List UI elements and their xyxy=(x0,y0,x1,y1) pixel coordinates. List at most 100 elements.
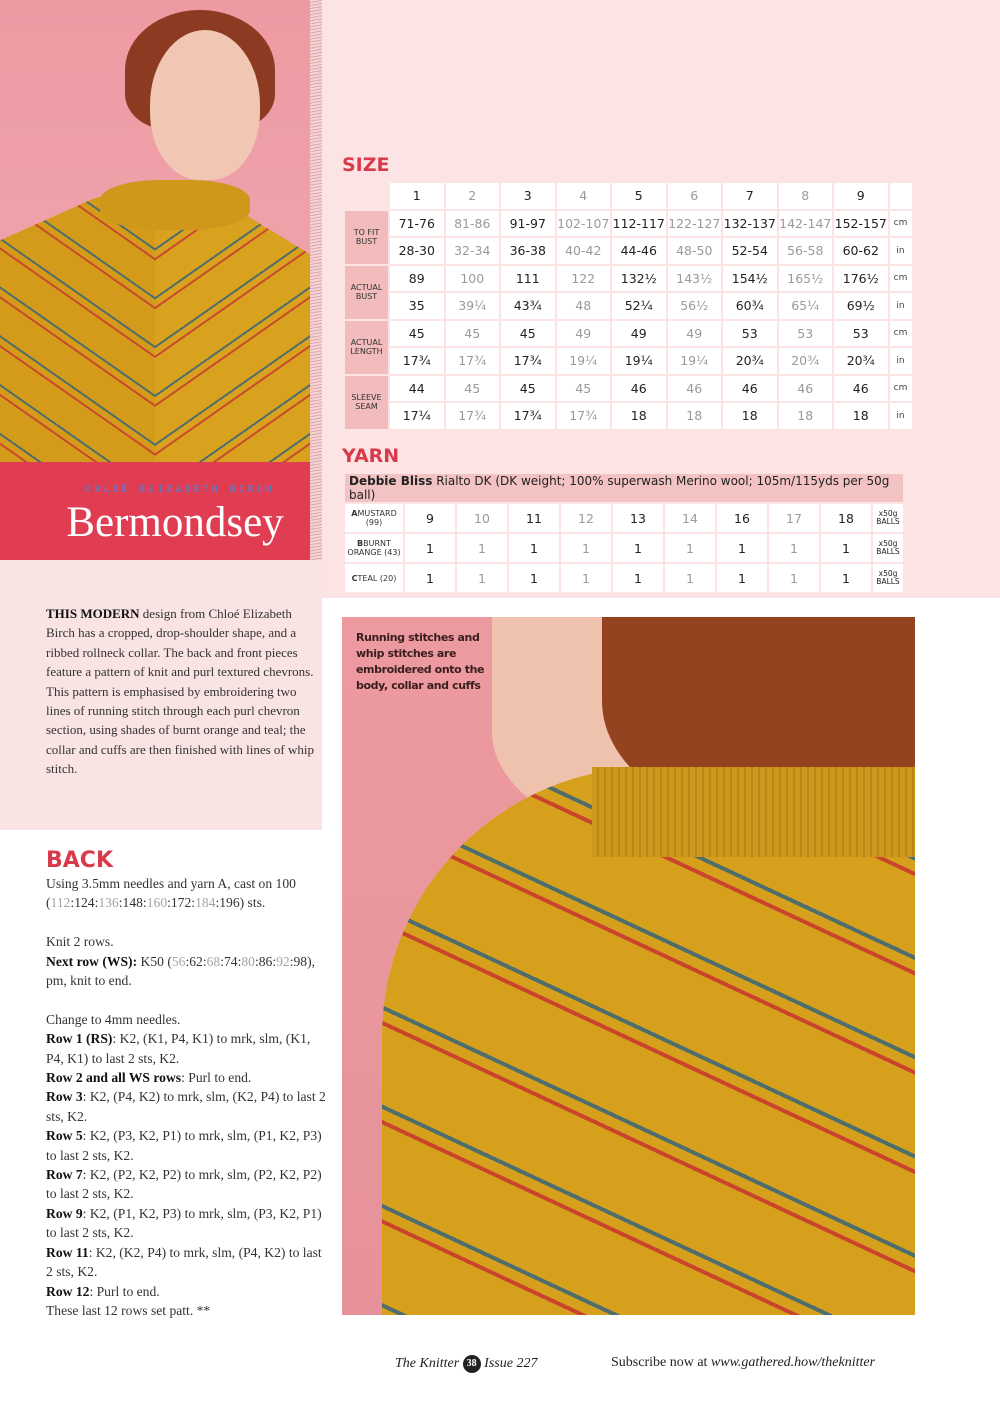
measurement-label: ACTUAL BUST xyxy=(345,265,388,319)
size-value: 36-38 xyxy=(501,238,555,264)
size-value: 45 xyxy=(445,375,499,401)
size-value: 45 xyxy=(501,320,555,346)
measurement-label: SLEEVE SEAM xyxy=(345,375,388,429)
yarn-description: Debbie Bliss Rialto DK (DK weight; 100% … xyxy=(345,474,903,502)
size-value: 52-54 xyxy=(723,238,777,264)
footer-subscribe: Subscribe now at www.gathered.how/thekni… xyxy=(611,1355,875,1371)
size-value: 28-30 xyxy=(390,238,444,264)
instruction-text: : K2, (P1, K2, P3) to mrk, slm, (P3, K2,… xyxy=(46,1205,322,1241)
magazine-name: The Knitter xyxy=(395,1356,460,1372)
size-value: 20¾ xyxy=(834,348,888,374)
instruction-text: 92 xyxy=(276,953,290,969)
instruction-text: : K2, (P4, K2) to mrk, slm, (K2, P4) to … xyxy=(46,1089,326,1124)
size-number: 9 xyxy=(834,183,888,209)
instruction-text: : K2, (K1, P4, K1) to mrk, slm, (K1, P4,… xyxy=(46,1031,311,1066)
stitched-edge-decoration xyxy=(310,0,322,560)
size-value: 20¾ xyxy=(723,348,777,374)
subscribe-text: Subscribe now at xyxy=(611,1355,711,1370)
unit-label: in xyxy=(889,348,912,374)
model-photo xyxy=(0,0,310,462)
size-value: 60-62 xyxy=(834,238,888,264)
yarn-quantity: 10 xyxy=(457,504,507,532)
instruction-text: :86: xyxy=(254,953,277,969)
yarn-table: Debbie Bliss Rialto DK (DK weight; 100% … xyxy=(343,472,905,594)
size-value: 46 xyxy=(834,375,888,401)
size-value: 122-127 xyxy=(667,210,721,236)
size-value: 69½ xyxy=(834,293,888,319)
size-value: 39¼ xyxy=(445,293,499,319)
size-value: 45 xyxy=(445,320,499,346)
instruction-text: 112 xyxy=(50,895,71,911)
size-value: 17¾ xyxy=(501,348,555,374)
yarn-header-row: Debbie Bliss Rialto DK (DK weight; 100% … xyxy=(345,474,903,502)
size-value: 17¼ xyxy=(390,403,444,429)
size-value: 48 xyxy=(556,293,610,319)
size-value: 165½ xyxy=(778,265,832,291)
size-value: 111 xyxy=(501,265,555,291)
sweater-detail-photo xyxy=(342,617,915,1315)
instruction-text: :172: xyxy=(167,895,196,911)
instruction-text: Row 5 xyxy=(46,1128,83,1144)
size-value: 49 xyxy=(612,320,666,346)
size-value: 43¾ xyxy=(501,293,555,319)
size-value: 102-107 xyxy=(556,210,610,236)
instruction-text: Row 9 xyxy=(46,1205,83,1221)
instruction-text: :62: xyxy=(185,953,207,969)
size-value: 53 xyxy=(778,320,832,346)
issue-number: Issue 227 xyxy=(484,1356,538,1372)
size-value: 132½ xyxy=(612,265,666,291)
size-value: 46 xyxy=(778,375,832,401)
size-value: 56-58 xyxy=(778,238,832,264)
instruction-text: Knit 2 rows. xyxy=(46,934,114,950)
size-value: 19¼ xyxy=(556,348,610,374)
instruction-text: :124: xyxy=(70,895,99,911)
size-value: 35 xyxy=(390,293,444,319)
yarn-colour-label: BBURNT ORANGE (43) xyxy=(345,534,403,562)
instruction-text: : Purl to end. xyxy=(89,1283,160,1299)
instruction-text: 160 xyxy=(146,895,168,911)
instruction-text: 80 xyxy=(241,953,255,969)
instruction-text: : K2, (P3, K2, P1) to mrk, slm, (P1, K2,… xyxy=(46,1128,322,1163)
measurement-label: TO FIT BUST xyxy=(345,210,388,264)
size-value: 53 xyxy=(834,320,888,346)
yarn-row: CTEAL (20) 1 1 1 1 1 1 1 1 1 x50g BALLS xyxy=(345,564,903,592)
size-value: 48-50 xyxy=(667,238,721,264)
instruction-paragraph: Using 3.5mm needles and yarn A, cast on … xyxy=(46,874,326,913)
size-value: 112-117 xyxy=(612,210,666,236)
size-number: 4 xyxy=(556,183,610,209)
instruction-text: 184 xyxy=(195,895,216,911)
size-value: 176½ xyxy=(834,265,888,291)
size-value: 46 xyxy=(667,375,721,401)
yarn-quantity: 1 xyxy=(769,564,819,592)
unit-label: in xyxy=(889,238,912,264)
yarn-quantity: 1 xyxy=(405,564,455,592)
unit-label: cm xyxy=(889,210,912,236)
size-value: 53 xyxy=(723,320,777,346)
instruction-text: :98), pm, knit to end. xyxy=(46,953,315,989)
subscribe-url[interactable]: www.gathered.how/theknitter xyxy=(710,1355,876,1370)
size-value: 18 xyxy=(667,403,721,429)
yarn-unit: x50g BALLS xyxy=(873,564,903,592)
instruction-text: Row 11 xyxy=(46,1244,89,1260)
yarn-quantity: 14 xyxy=(665,504,715,532)
yarn-quantity: 1 xyxy=(665,564,715,592)
yarn-spec: Rialto DK (DK weight; 100% superwash Mer… xyxy=(349,474,890,502)
yarn-quantity: 1 xyxy=(457,564,507,592)
size-value: 17¾ xyxy=(390,348,444,374)
size-value: 18 xyxy=(612,403,666,429)
pattern-title: Bermondsey xyxy=(66,499,284,546)
size-value: 154½ xyxy=(723,265,777,291)
size-value: 44-46 xyxy=(612,238,666,264)
yarn-quantity: 9 xyxy=(405,504,455,532)
yarn-letter: A xyxy=(351,509,358,518)
size-row: TO FIT BUST 71-76 81-86 91-97 102-107 112-117… xyxy=(345,210,912,264)
page-number: 38 xyxy=(462,1355,481,1373)
yarn-quantity: 1 xyxy=(457,534,507,562)
yarn-unit: x50g BALLS xyxy=(873,504,903,532)
size-value: 18 xyxy=(834,403,888,429)
yarn-brand: Debbie Bliss xyxy=(349,474,433,488)
size-value: 32-34 xyxy=(445,238,499,264)
size-number: 1 xyxy=(390,183,444,209)
size-value: 18 xyxy=(778,403,832,429)
yarn-quantity: 1 xyxy=(561,564,611,592)
